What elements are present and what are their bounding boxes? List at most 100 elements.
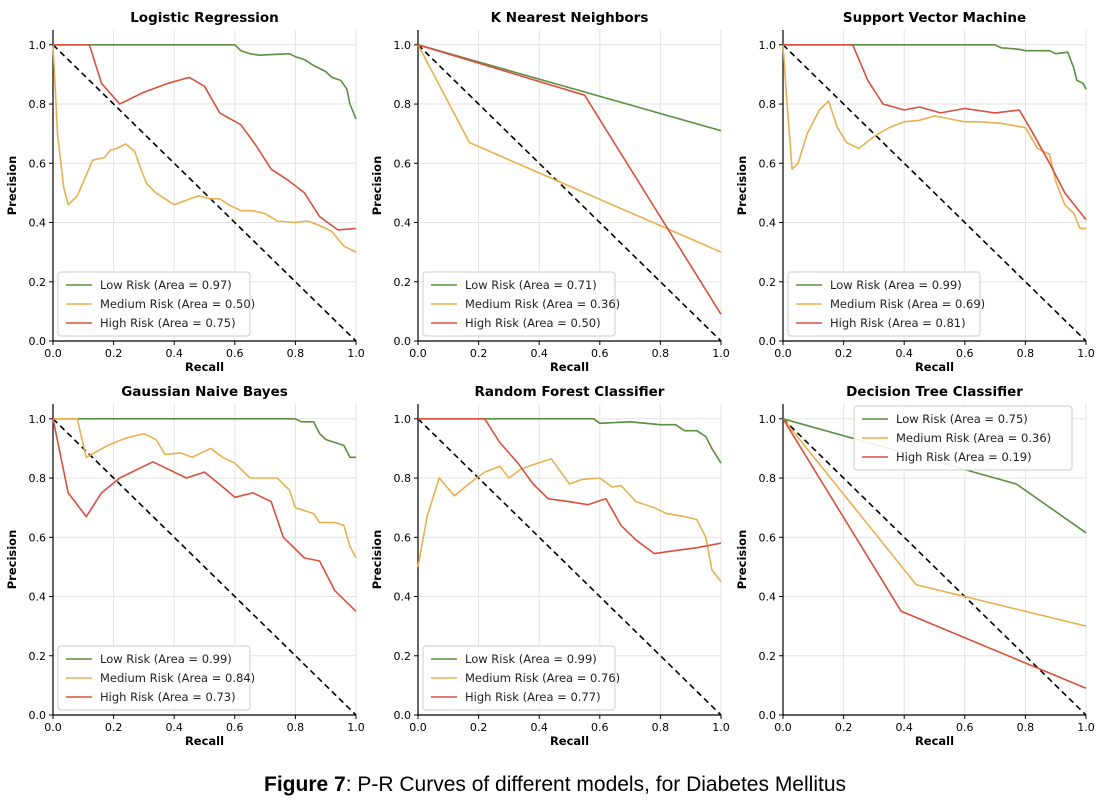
y-tick-label: 0.2 <box>29 276 47 289</box>
y-axis-label: Precision <box>5 530 19 590</box>
chart-panel-3: Support Vector Machine 0.00.0 0.2 0.2 0.4 0.4… <box>735 10 1095 374</box>
legend: Low Risk (Area = 0.75) Medium Risk (Area … <box>853 405 1073 471</box>
x-tick-label: 0.0 <box>774 347 792 360</box>
legend-entry: High Risk (Area = 0.81) <box>830 316 966 330</box>
chart-title: Decision Tree Classifier <box>846 384 1023 400</box>
legend-entry: High Risk (Area = 0.77) <box>465 690 601 704</box>
series-line-medium <box>782 44 1086 230</box>
y-tick-label: 0.2 <box>394 650 412 663</box>
y-tick-label: 1.0 <box>394 413 412 426</box>
series-line-medium <box>417 44 722 253</box>
y-tick-label: 0.2 <box>759 650 777 663</box>
legend: Low Risk (Area = 0.99) Medium Risk (Area … <box>422 645 620 711</box>
y-tick-label: 0.0 <box>29 335 47 348</box>
x-tick-label: 1.0 <box>347 347 365 360</box>
chart-title: Gaussian Naive Bayes <box>121 384 288 400</box>
baseline-diagonal <box>52 418 357 716</box>
x-axis-label: Recall <box>915 734 954 748</box>
chart-title: Logistic Regression <box>130 10 279 26</box>
x-tick-label: 0.2 <box>470 721 488 734</box>
series-line-low <box>783 43 1087 90</box>
chart-title: Support Vector Machine <box>843 10 1026 26</box>
legend-entry: Low Risk (Area = 0.97) <box>100 278 232 292</box>
legend-entry: Medium Risk (Area = 0.76) <box>465 671 620 685</box>
legend: Low Risk (Area = 0.71) Medium Risk (Area … <box>422 271 620 337</box>
y-tick-label: 0.4 <box>759 217 777 230</box>
series-line-high <box>417 44 722 315</box>
legend-entry: High Risk (Area = 0.75) <box>100 316 236 330</box>
series-line-high <box>52 418 357 612</box>
y-tick-label: 0.0 <box>394 709 412 722</box>
x-tick-label: 0.4 <box>165 347 183 360</box>
x-tick-label: 0.6 <box>226 721 244 734</box>
legend-box <box>853 405 1073 471</box>
x-tick-label: 1.0 <box>1077 347 1095 360</box>
y-tick-label: 1.0 <box>759 39 777 52</box>
chart-panel-5: Random Forest Classifier 0.00.0 0.2 0.2 0.4 0… <box>370 384 730 748</box>
legend-entry: Low Risk (Area = 0.99) <box>830 278 962 292</box>
legend-box <box>422 271 616 337</box>
legend-entry: Low Risk (Area = 0.75) <box>896 412 1028 426</box>
series-line-low <box>417 44 722 132</box>
y-tick-label: 0.4 <box>29 217 47 230</box>
legend-box <box>787 271 981 337</box>
series-line-high <box>53 43 357 231</box>
y-tick-label: 0.4 <box>29 591 47 604</box>
x-axis-label: Recall <box>550 734 589 748</box>
y-tick-label: 1.0 <box>29 413 47 426</box>
baseline-diagonal <box>782 418 1087 716</box>
y-tick-label: 0.6 <box>759 531 777 544</box>
baseline-diagonal <box>417 418 722 716</box>
legend-entry: Low Risk (Area = 0.99) <box>100 652 232 666</box>
baseline-diagonal <box>782 44 1087 342</box>
chart-panel-2: K Nearest Neighbors 0.00.0 0.2 0.2 0.4 0.4 0.6… <box>370 10 730 374</box>
chart-panel-1: Logistic Regression 0.00.0 0.2 0.2 0.4 0.4 0.6… <box>5 10 365 374</box>
y-tick-label: 0.4 <box>759 591 777 604</box>
legend-box <box>422 645 616 711</box>
x-tick-label: 0.6 <box>226 347 244 360</box>
figure: Logistic Regression0.00.00.20.20.40.40.6… <box>5 10 1095 748</box>
x-tick-label: 0.0 <box>44 721 62 734</box>
y-tick-label: 0.6 <box>759 157 777 170</box>
x-tick-label: 0.2 <box>835 721 853 734</box>
legend-entry: Medium Risk (Area = 0.84) <box>100 671 255 685</box>
legend: Low Risk (Area = 0.99) Medium Risk (Area … <box>787 271 985 337</box>
x-tick-label: 0.8 <box>652 721 670 734</box>
series-line-high <box>782 418 1087 690</box>
x-axis-label: Recall <box>185 734 224 748</box>
chart-title: Random Forest Classifier <box>475 384 665 400</box>
x-tick-label: 1.0 <box>1077 721 1095 734</box>
x-tick-label: 0.0 <box>44 347 62 360</box>
x-tick-label: 0.4 <box>895 721 913 734</box>
x-axis-label: Recall <box>550 360 589 374</box>
y-tick-label: 0.4 <box>394 591 412 604</box>
y-tick-label: 1.0 <box>759 413 777 426</box>
chart-panel-6: Decision Tree Classifier 0.00.0 0.2 0.2 0.4 0… <box>735 384 1095 748</box>
x-tick-label: 0.2 <box>470 347 488 360</box>
x-tick-label: 0.4 <box>530 721 548 734</box>
figure-caption: Figure 7: P-R Curves of different models… <box>0 773 1110 797</box>
series-line-medium <box>782 418 1087 627</box>
legend-entry: Low Risk (Area = 0.99) <box>465 652 597 666</box>
y-axis-label: Precision <box>735 530 749 590</box>
legend-box <box>57 271 251 337</box>
baseline-diagonal <box>417 44 722 342</box>
y-tick-label: 0.2 <box>759 276 777 289</box>
y-axis-label: Precision <box>735 156 749 216</box>
y-axis-label: Precision <box>5 156 19 216</box>
series-line-low <box>418 417 722 464</box>
y-tick-label: 1.0 <box>394 39 412 52</box>
y-tick-label: 0.8 <box>29 98 47 111</box>
legend-box <box>57 645 251 711</box>
x-tick-label: 0.2 <box>835 347 853 360</box>
y-tick-label: 0.8 <box>394 98 412 111</box>
x-tick-label: 0.2 <box>105 347 123 360</box>
legend-entry: Medium Risk (Area = 0.50) <box>100 297 255 311</box>
x-tick-label: 0.4 <box>895 347 913 360</box>
legend-entry: High Risk (Area = 0.73) <box>100 690 236 704</box>
series-line-medium <box>52 44 357 253</box>
y-tick-label: 0.6 <box>29 157 47 170</box>
x-tick-label: 0.8 <box>1017 347 1035 360</box>
legend-entry: Medium Risk (Area = 0.36) <box>465 297 620 311</box>
x-tick-label: 0.6 <box>591 721 609 734</box>
